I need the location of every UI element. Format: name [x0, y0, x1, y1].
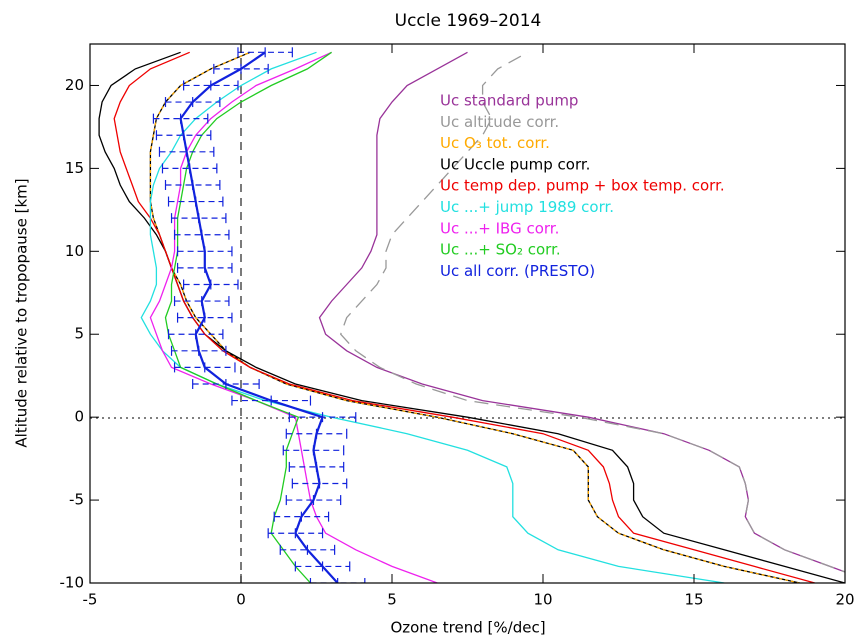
y-tick-label: 15 — [65, 159, 84, 177]
legend-entry: Uc standard pump — [440, 92, 578, 110]
legend-entry: Uc temp dep. pump + box temp. corr. — [440, 177, 725, 195]
y-tick-label: 5 — [74, 325, 84, 343]
error-bar — [178, 263, 232, 273]
legend-entry: Uc altitude corr. — [440, 113, 559, 131]
y-tick-label: -5 — [69, 491, 84, 509]
legend-entry: Uc all corr. (PRESTO) — [440, 262, 595, 280]
y-axis-label: Altitude relative to tropopause [km] — [13, 178, 31, 447]
error-bar — [295, 561, 349, 571]
error-bar — [184, 279, 238, 289]
x-axis-label: Ozone trend [%/dec] — [390, 619, 545, 637]
error-bar — [172, 213, 226, 223]
legend-entry: Uc ...+ IBG corr. — [440, 219, 559, 237]
legend-entry: Uc Uccle pump corr. — [440, 155, 590, 173]
x-tick-label: 15 — [684, 591, 703, 609]
x-tick-label: 20 — [835, 591, 854, 609]
legend-entry: Uc ...+ SO₂ corr. — [440, 241, 561, 259]
y-tick-label: 0 — [74, 408, 84, 426]
error-bar — [184, 80, 238, 90]
error-bar — [166, 180, 220, 190]
error-bar — [268, 528, 322, 538]
error-bar — [175, 362, 235, 372]
error-bar — [156, 130, 210, 140]
error-bar — [280, 545, 334, 555]
error-bar — [274, 512, 328, 522]
series-line — [341, 52, 861, 583]
error-bar — [178, 246, 232, 256]
chart-title: Uccle 1969–2014 — [395, 11, 542, 31]
series-line — [150, 52, 799, 583]
error-bar — [286, 429, 346, 439]
error-bar — [172, 346, 226, 356]
x-tick-label: 5 — [387, 591, 397, 609]
error-bar — [175, 230, 229, 240]
legend-entry: Uc ...+ jump 1989 corr. — [440, 198, 614, 216]
y-tick-label: 10 — [65, 242, 84, 260]
x-tick-label: 0 — [236, 591, 246, 609]
y-tick-label: 20 — [65, 76, 84, 94]
x-tick-label: -5 — [83, 591, 98, 609]
error-bar — [178, 313, 232, 323]
error-bar — [292, 478, 346, 488]
error-bar — [162, 163, 216, 173]
error-bar — [232, 396, 311, 406]
error-bar — [238, 47, 292, 57]
error-bar — [289, 462, 343, 472]
x-tick-label: 10 — [533, 591, 552, 609]
error-bar — [286, 495, 340, 505]
error-bar — [283, 445, 343, 455]
error-bar — [159, 147, 213, 157]
series-line-underlay — [150, 52, 799, 583]
y-tick-label: -10 — [60, 574, 85, 592]
error-bar — [214, 64, 268, 74]
legend-entry: Uc O₃ tot. corr. — [440, 134, 550, 152]
